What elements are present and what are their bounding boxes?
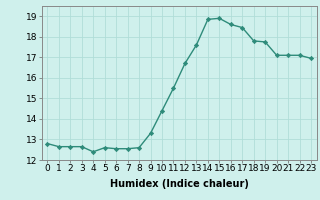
X-axis label: Humidex (Indice chaleur): Humidex (Indice chaleur) — [110, 179, 249, 189]
